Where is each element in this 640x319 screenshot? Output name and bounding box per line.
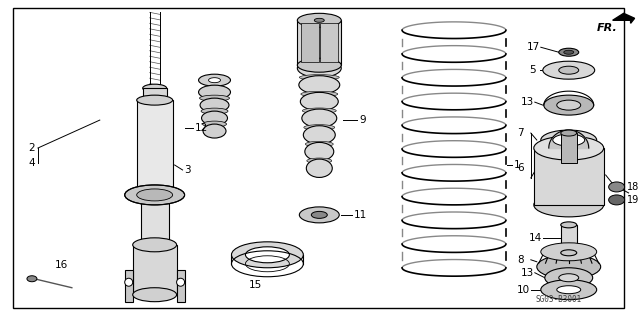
Bar xyxy=(561,133,577,163)
Ellipse shape xyxy=(177,278,184,286)
Ellipse shape xyxy=(301,91,338,97)
Text: FR.: FR. xyxy=(596,23,618,33)
Ellipse shape xyxy=(132,288,177,302)
Text: 6: 6 xyxy=(517,163,524,173)
Bar xyxy=(125,270,132,302)
Polygon shape xyxy=(612,13,635,23)
Ellipse shape xyxy=(534,193,604,217)
Ellipse shape xyxy=(307,158,332,164)
Ellipse shape xyxy=(305,142,334,161)
Ellipse shape xyxy=(561,250,577,256)
Ellipse shape xyxy=(232,242,303,268)
Bar xyxy=(561,225,577,253)
Ellipse shape xyxy=(137,189,173,201)
Ellipse shape xyxy=(198,74,230,86)
Text: 13: 13 xyxy=(521,97,534,107)
Ellipse shape xyxy=(561,222,577,228)
Ellipse shape xyxy=(143,84,166,92)
Text: 15: 15 xyxy=(249,280,262,290)
Ellipse shape xyxy=(125,185,184,205)
Ellipse shape xyxy=(141,246,168,254)
Ellipse shape xyxy=(203,124,226,138)
Bar xyxy=(141,200,168,250)
Ellipse shape xyxy=(541,243,596,261)
Bar xyxy=(301,23,319,62)
Ellipse shape xyxy=(137,95,173,105)
Text: 4: 4 xyxy=(28,158,35,168)
Text: 10: 10 xyxy=(517,285,530,295)
Ellipse shape xyxy=(609,182,625,192)
Text: 17: 17 xyxy=(527,42,540,52)
Ellipse shape xyxy=(305,141,333,147)
Ellipse shape xyxy=(564,50,573,54)
Ellipse shape xyxy=(298,58,341,72)
Ellipse shape xyxy=(298,59,341,78)
Ellipse shape xyxy=(143,96,166,104)
Ellipse shape xyxy=(561,130,577,136)
Ellipse shape xyxy=(298,13,341,27)
Ellipse shape xyxy=(201,108,228,114)
Ellipse shape xyxy=(559,274,579,282)
Bar xyxy=(298,20,341,65)
Text: 9: 9 xyxy=(359,115,366,125)
Text: 11: 11 xyxy=(354,210,367,220)
Text: 12: 12 xyxy=(195,123,208,133)
Ellipse shape xyxy=(609,195,625,205)
Bar xyxy=(137,100,173,198)
Text: SG03-B3001: SG03-B3001 xyxy=(536,295,582,304)
Bar xyxy=(143,88,166,100)
Text: 2: 2 xyxy=(28,143,35,153)
Text: 7: 7 xyxy=(517,128,524,138)
Ellipse shape xyxy=(311,211,327,219)
Ellipse shape xyxy=(132,238,177,252)
Ellipse shape xyxy=(543,61,595,79)
Text: 1: 1 xyxy=(514,160,520,170)
Ellipse shape xyxy=(303,126,335,144)
Ellipse shape xyxy=(27,276,37,282)
Ellipse shape xyxy=(300,75,339,80)
Ellipse shape xyxy=(541,130,596,150)
Text: 18: 18 xyxy=(627,182,639,192)
Text: 3: 3 xyxy=(184,165,191,175)
Ellipse shape xyxy=(559,66,579,74)
Ellipse shape xyxy=(553,134,585,146)
Ellipse shape xyxy=(202,111,227,125)
Bar xyxy=(132,245,177,295)
Ellipse shape xyxy=(545,268,593,288)
Ellipse shape xyxy=(200,95,230,101)
Ellipse shape xyxy=(541,280,596,300)
Text: 19: 19 xyxy=(627,195,639,205)
Text: 14: 14 xyxy=(529,233,542,243)
Ellipse shape xyxy=(202,121,227,127)
Ellipse shape xyxy=(300,93,339,111)
Ellipse shape xyxy=(299,76,340,94)
Bar xyxy=(534,148,604,205)
Ellipse shape xyxy=(544,95,594,115)
Ellipse shape xyxy=(209,78,221,83)
Ellipse shape xyxy=(125,278,132,286)
Ellipse shape xyxy=(200,98,229,112)
Text: 5: 5 xyxy=(529,65,536,75)
Ellipse shape xyxy=(557,100,580,110)
Ellipse shape xyxy=(304,125,335,130)
Text: 8: 8 xyxy=(517,255,524,265)
Ellipse shape xyxy=(314,18,324,22)
Bar xyxy=(177,270,184,302)
Text: 13: 13 xyxy=(521,268,534,278)
Text: 16: 16 xyxy=(55,260,68,270)
Ellipse shape xyxy=(300,207,339,223)
Ellipse shape xyxy=(534,136,604,160)
Ellipse shape xyxy=(198,85,230,99)
Ellipse shape xyxy=(307,159,332,177)
Ellipse shape xyxy=(302,108,336,114)
Ellipse shape xyxy=(302,109,337,127)
Ellipse shape xyxy=(537,255,601,279)
Ellipse shape xyxy=(559,48,579,56)
Ellipse shape xyxy=(557,286,580,294)
Bar xyxy=(320,23,339,62)
Ellipse shape xyxy=(246,247,289,263)
